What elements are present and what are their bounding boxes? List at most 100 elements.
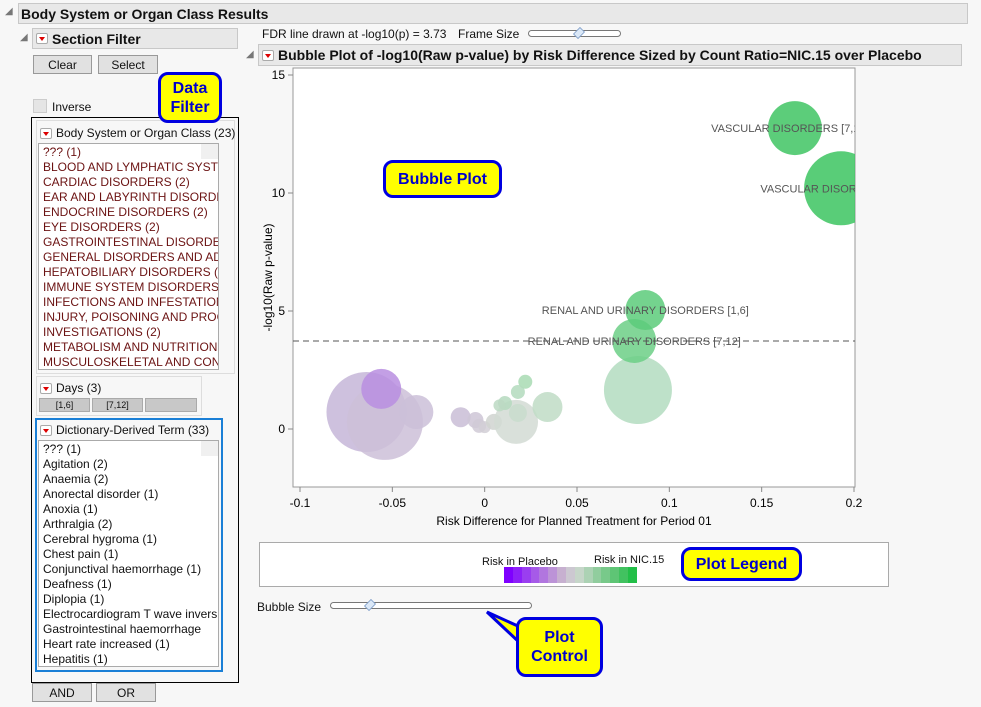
scrollbar[interactable]	[201, 441, 218, 456]
collapse-icon[interactable]: ◢	[20, 32, 28, 43]
bubble[interactable]	[532, 392, 563, 423]
legend-swatch	[619, 567, 629, 583]
list-item[interactable]: INFECTIONS AND INFESTATIONS	[43, 295, 218, 309]
list-item[interactable]: Diplopia (1)	[43, 592, 105, 606]
bubble-label: RENAL AND URINARY DISORDERS [1,6]	[542, 305, 749, 317]
y-tick-label: 5	[278, 304, 285, 318]
menu-triangle-icon[interactable]	[40, 127, 52, 139]
body-system-header: Body System or Organ Class (23)	[40, 126, 235, 140]
list-item[interactable]: Anoxia (1)	[43, 502, 98, 516]
bubble[interactable]	[518, 374, 533, 389]
legend-swatch	[504, 567, 513, 583]
list-item[interactable]: GASTROINTESTINAL DISORDERS	[43, 235, 218, 249]
list-item[interactable]: ??? (1)	[43, 442, 82, 456]
scrollbar[interactable]	[201, 144, 218, 159]
bubble[interactable]	[399, 395, 434, 430]
section-filter-header[interactable]: Section Filter	[32, 28, 238, 49]
collapse-icon[interactable]: ◢	[246, 49, 254, 60]
list-item[interactable]: Heart rate increased (1)	[43, 637, 170, 651]
bubble[interactable]	[804, 151, 878, 226]
list-item[interactable]: Chest pain (1)	[43, 547, 119, 561]
y-tick-label: 0	[278, 422, 285, 436]
list-item[interactable]: Electrocardiogram T wave inversion	[43, 607, 218, 621]
data-filter-callout: Data Filter	[158, 72, 222, 123]
list-item[interactable]: EAR AND LABYRINTH DISORDERS	[43, 190, 218, 204]
list-item[interactable]: Hepatitis (1)	[43, 652, 108, 666]
list-item[interactable]: BLOOD AND LYMPHATIC SYSTEM DISORDERS	[43, 160, 218, 174]
bubble-label: VASCULAR DISORDERS [1,6]	[760, 183, 880, 195]
days-button[interactable]: [7,12]	[92, 398, 143, 412]
list-item[interactable]: ??? (1)	[43, 145, 82, 159]
list-item[interactable]: MUSCULOSKELETAL AND CONNECTIVE	[43, 355, 218, 369]
list-item[interactable]: Conjunctival haemorrhage (1)	[43, 562, 202, 576]
bubble-plot[interactable]: RENAL AND URINARY DISORDERS [7,12] RENAL …	[240, 66, 880, 536]
list-item[interactable]: Deafness (1)	[43, 577, 112, 591]
list-item[interactable]: Agitation (2)	[43, 457, 108, 471]
list-item[interactable]: Anorectal disorder (1)	[43, 487, 159, 501]
slider-knob[interactable]	[364, 599, 377, 611]
bubble[interactable]	[625, 290, 666, 331]
collapse-icon[interactable]: ◢	[5, 6, 13, 17]
list-item[interactable]: Cerebral hygroma (1)	[43, 532, 158, 546]
list-item[interactable]: HEPATOBILIARY DISORDERS (2)	[43, 265, 218, 279]
slider-knob[interactable]	[573, 27, 586, 39]
bubble[interactable]	[494, 399, 539, 444]
list-item[interactable]: Anaemia (2)	[43, 472, 109, 486]
list-item[interactable]: ENDOCRINE DISORDERS (2)	[43, 205, 208, 219]
bubble[interactable]	[603, 356, 672, 425]
x-tick-label: 0	[481, 496, 488, 510]
list-item[interactable]: Gastrointestinal haemorrhage	[43, 622, 202, 636]
legend-swatch	[539, 567, 549, 583]
term-panel	[35, 418, 223, 672]
bubble[interactable]	[493, 399, 506, 412]
plot-header[interactable]: Bubble Plot of -log10(Raw p-value) by Ri…	[258, 44, 962, 66]
section-filter-title: Section Filter	[52, 30, 141, 47]
bubble[interactable]	[508, 403, 527, 422]
bubble-plot-callout: Bubble Plot	[383, 160, 502, 198]
days-header: Days (3)	[40, 381, 101, 395]
bubble[interactable]	[361, 368, 402, 409]
menu-triangle-icon[interactable]	[36, 33, 48, 44]
legend-swatch	[557, 567, 567, 583]
or-button[interactable]: OR	[96, 683, 156, 702]
list-item[interactable]: INVESTIGATIONS (2)	[43, 325, 161, 339]
menu-triangle-icon[interactable]	[262, 49, 274, 61]
menu-triangle-icon[interactable]	[40, 382, 52, 394]
term-header: Dictionary-Derived Term (33)	[40, 423, 209, 437]
legend-nic-label: Risk in NIC.15	[594, 554, 665, 566]
inverse-label: Inverse	[52, 100, 92, 114]
x-tick-label: 0.2	[846, 496, 863, 510]
bubble-size-label: Bubble Size	[257, 600, 322, 614]
legend-swatch	[530, 567, 540, 583]
report-header[interactable]: Body System or Organ Class Results	[18, 3, 968, 24]
menu-triangle-icon[interactable]	[40, 424, 52, 436]
y-axis-title: -log10(Raw p-value)	[261, 223, 275, 331]
term-list[interactable]: ??? (1) Agitation (2) Anaemia (2) Anorectal…	[38, 440, 219, 667]
and-button[interactable]: AND	[32, 683, 92, 702]
legend-swatch	[574, 567, 584, 583]
body-system-panel	[36, 120, 235, 374]
bubble[interactable]	[767, 101, 822, 156]
list-item[interactable]: EYE DISORDERS (2)	[43, 220, 160, 234]
x-tick-label: 0.05	[565, 496, 589, 510]
bubble-label: RENAL AND URINARY DISORDERS [7,12]	[528, 336, 741, 348]
inverse-checkbox[interactable]	[33, 99, 47, 113]
list-item[interactable]: IMMUNE SYSTEM DISORDERS	[43, 280, 218, 294]
legend-swatch	[548, 567, 558, 583]
report-title: Body System or Organ Class Results	[21, 5, 269, 22]
legend-color-scale	[504, 567, 637, 583]
list-item[interactable]: INJURY, POISONING AND PROCEDURAL	[43, 310, 218, 324]
bubble-size-slider[interactable]	[330, 602, 532, 609]
select-button[interactable]: Select	[98, 55, 158, 74]
bubble-label: VASCULAR DISORDERS [7,12]	[711, 123, 869, 135]
days-button[interactable]: [1,6]	[39, 398, 90, 412]
list-item[interactable]: CARDIAC DISORDERS (2)	[43, 175, 190, 189]
clear-button[interactable]: Clear	[33, 55, 92, 74]
bubble[interactable]	[450, 407, 471, 428]
bubble[interactable]	[510, 384, 525, 399]
days-button[interactable]	[145, 398, 197, 412]
list-item[interactable]: Arthralgia (2)	[43, 517, 113, 531]
list-item[interactable]: GENERAL DISORDERS AND ADMINISTRATION	[43, 250, 218, 264]
body-system-list[interactable]: ??? (1)BLOOD AND LYMPHATIC SYSTEM DISORD…	[38, 143, 219, 370]
list-item[interactable]: METABOLISM AND NUTRITION	[43, 340, 218, 354]
